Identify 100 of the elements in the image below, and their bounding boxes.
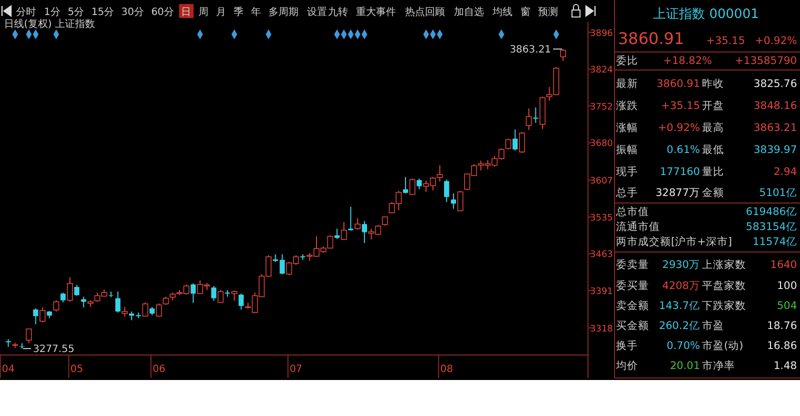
candlestick [354, 218, 361, 230]
annotation: 3277.55 [32, 344, 74, 356]
y-tick-label: 3896 [590, 28, 614, 39]
candlestick [450, 192, 456, 210]
text: 量比 [702, 165, 724, 178]
text: 上涨家数 [702, 258, 746, 271]
annotation: 3863.21 [510, 44, 552, 56]
text: 260.2亿 [658, 320, 700, 332]
text: 最低 [702, 144, 724, 156]
text: 设置 [307, 6, 328, 18]
candlestick [33, 308, 38, 325]
text: 20.01 [670, 360, 700, 372]
text: 619486亿 [746, 206, 797, 218]
candlestick [81, 296, 86, 308]
text: +0.92% [754, 35, 798, 47]
candlestick [526, 108, 532, 130]
candlestick [211, 285, 216, 302]
text: 窗 [520, 6, 530, 18]
text: 60分 [151, 6, 174, 18]
text: 总手 [615, 186, 638, 199]
text: 卖金额 [616, 299, 649, 312]
text: 涨跌 [616, 100, 638, 112]
candlestick [122, 306, 128, 318]
y-tick-label: 3752 [590, 102, 613, 112]
text: 总市值 [615, 205, 649, 218]
text: 季 [234, 6, 244, 18]
candlestick [409, 178, 416, 196]
text: 1分 [44, 6, 60, 18]
text: 换手 [616, 339, 638, 352]
y-tick-label: 3318 [590, 324, 614, 334]
text: 重大事件 [356, 6, 396, 18]
text: 1.48 [774, 360, 797, 372]
candlestick [505, 138, 512, 150]
candlestick [518, 132, 525, 154]
text: 振幅 [616, 144, 638, 156]
text: 0.61% [666, 144, 700, 156]
candlestick [340, 222, 347, 240]
candlestick [19, 342, 25, 350]
text: 月 [216, 7, 226, 18]
candlestick [457, 190, 464, 212]
y-tick-label: 3824 [590, 66, 614, 76]
text: 16.86 [766, 340, 798, 352]
candlestick [238, 293, 244, 310]
candlestick [348, 206, 354, 232]
text: 3863.21 [754, 122, 797, 134]
text: 热点回顾 [405, 6, 445, 18]
text: 开盘 [702, 100, 724, 112]
candlestick [402, 176, 408, 194]
candlestick [560, 48, 566, 62]
x-tick-label: 07 [290, 364, 302, 375]
text: 九转 [328, 6, 348, 18]
text: 委卖量 [616, 258, 649, 271]
x-tick-label: 05 [70, 364, 84, 375]
text: 多周期 [268, 6, 299, 18]
candlestick [66, 276, 73, 302]
candlestick [40, 306, 46, 323]
candlestick [74, 284, 80, 296]
text: 0.70% [666, 340, 700, 352]
text: 11574亿 [752, 236, 797, 248]
y-tick-label: 3535 [590, 213, 613, 224]
y-tick-label: 3391 [590, 287, 613, 298]
text: 100 [776, 280, 797, 292]
text: +0.92% [658, 122, 700, 134]
text: 上证指数 000001 [653, 7, 759, 22]
text: 买金额 [616, 319, 649, 332]
text: 2930万 [662, 259, 700, 271]
text: 预测 [538, 6, 558, 18]
candlestick [53, 300, 60, 312]
text: 涨幅 [616, 122, 638, 134]
candlestick [190, 282, 196, 304]
candlestick [334, 228, 340, 240]
text: 4208万 [662, 280, 700, 292]
text: 委比 [616, 54, 638, 67]
text: 最新 [616, 77, 638, 90]
text: 1640 [770, 259, 797, 271]
candlestick [444, 179, 450, 203]
text: +35.15 [661, 100, 700, 112]
text: 委买量 [616, 279, 649, 292]
x-tick-label: 06 [152, 364, 166, 375]
text: 5分 [68, 6, 84, 18]
text: 年 [251, 6, 262, 18]
text: 市盈(动) [702, 339, 744, 352]
text: 下跌家数 [702, 299, 746, 312]
text: 市净率 [702, 359, 735, 372]
text: 市盈 [702, 319, 724, 332]
y-tick-label: 3680 [590, 139, 614, 150]
text: 15分 [91, 6, 114, 18]
text: 平盘家数 [702, 279, 746, 292]
text: 加自选 [454, 6, 484, 18]
candlestick [156, 302, 162, 318]
text: 周 [198, 7, 209, 18]
text: +35.15 [706, 35, 745, 47]
candlestick [362, 220, 368, 244]
text: 3860.91 [656, 78, 700, 90]
candlestick [26, 328, 32, 344]
y-tick-label: 3463 [590, 250, 613, 260]
text: 5101亿 [759, 187, 797, 199]
text: 昨收 [702, 78, 724, 90]
text: 3825.76 [754, 78, 798, 90]
text: +13585790 [734, 55, 797, 67]
